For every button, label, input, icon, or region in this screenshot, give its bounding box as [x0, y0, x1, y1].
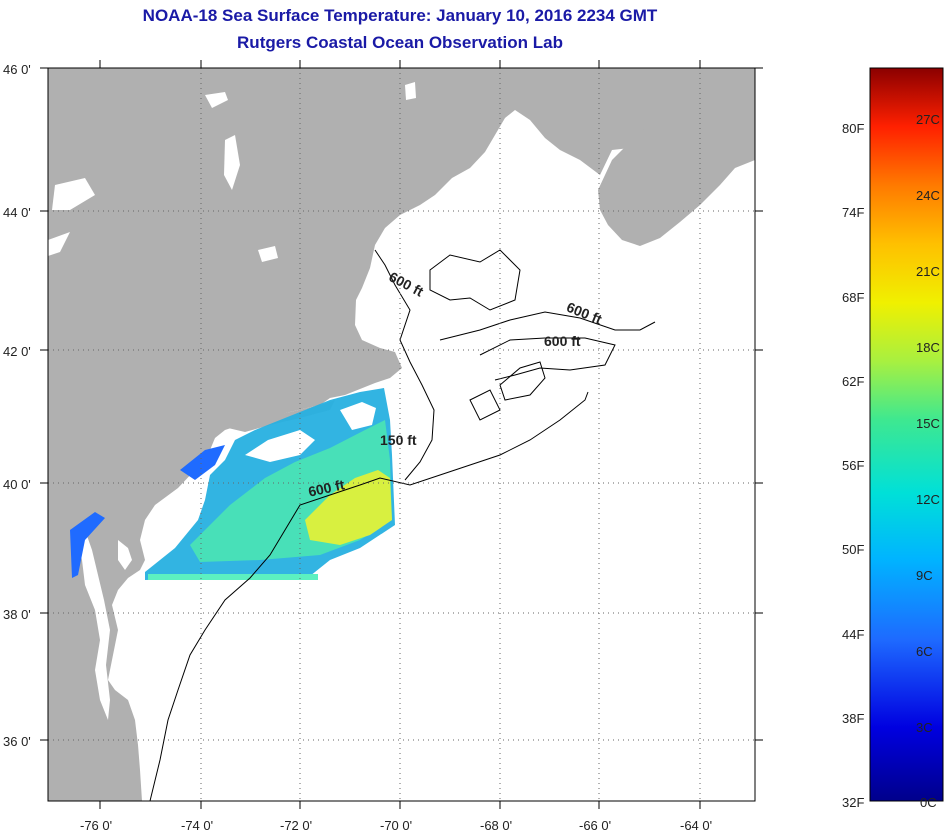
lat-label: 40 0' — [3, 477, 31, 492]
colorbar-c-label: 0C — [920, 795, 937, 810]
colorbar-c-label: 21C — [916, 264, 940, 279]
colorbar-f-label: 44F — [842, 627, 865, 642]
colorbar — [869, 67, 944, 802]
contour-gulf-basins — [429, 249, 521, 311]
colorbar-c-label: 9C — [916, 568, 933, 583]
lat-label: 38 0' — [3, 607, 31, 622]
colorbar-c-label: 3C — [916, 720, 933, 735]
lake — [405, 82, 416, 100]
lon-label: -68 0' — [480, 818, 513, 833]
graticule — [48, 68, 755, 801]
lon-label: -76 0' — [80, 818, 113, 833]
axis-ticks — [40, 60, 763, 809]
lat-label: 36 0' — [3, 734, 31, 749]
sst-swath-cloud — [245, 402, 376, 462]
lon-label: -72 0' — [280, 818, 313, 833]
lon-label: -66 0' — [579, 818, 612, 833]
lake — [258, 246, 278, 262]
lon-label: -74 0' — [181, 818, 214, 833]
contour-label: 600 ft — [544, 333, 581, 349]
contour-600ft — [149, 391, 589, 801]
sst-swath-coast — [70, 512, 105, 578]
lat-label: 46 0' — [3, 62, 31, 77]
lake — [52, 178, 95, 210]
contour-600ft-gulf — [439, 311, 656, 341]
chesapeake-bay — [75, 530, 110, 720]
colorbar-c-label: 24C — [916, 188, 940, 203]
lon-label: -64 0' — [680, 818, 713, 833]
long-island — [228, 400, 335, 432]
map-title: NOAA-18 Sea Surface Temperature: January… — [142, 6, 658, 25]
lon-label: -70 0' — [380, 818, 413, 833]
lake — [205, 92, 228, 108]
lat-label: 44 0' — [3, 205, 31, 220]
lake — [224, 135, 240, 190]
colorbar-f-label: 68F — [842, 290, 865, 305]
sst-swath-strip — [148, 574, 318, 580]
colorbar-f-label: 62F — [842, 374, 865, 389]
colorbar-f-label: 74F — [842, 205, 865, 220]
lat-label: 42 0' — [3, 344, 31, 359]
colorbar-c-label: 6C — [916, 644, 933, 659]
lake — [48, 232, 70, 256]
colorbar-f-label: 50F — [842, 542, 865, 557]
contour-150ft — [374, 249, 435, 481]
colorbar-f-label: 38F — [842, 711, 865, 726]
colorbar-c-label: 27C — [916, 112, 940, 127]
colorbar-c-label: 12C — [916, 492, 940, 507]
map-frame — [47, 67, 756, 802]
map-subtitle: Rutgers Coastal Ocean Observation Lab — [237, 33, 563, 52]
colorbar-f-label: 32F — [842, 795, 865, 810]
contour-600ft-georges — [479, 337, 616, 381]
land-nova-scotia — [598, 108, 755, 246]
sst-swath-coldedge — [180, 445, 225, 480]
land-mainland — [48, 68, 755, 801]
colorbar-c-label: 18C — [916, 340, 940, 355]
delaware-bay — [118, 540, 132, 570]
colorbar-f-label: 80F — [842, 121, 865, 136]
sst-swath-warm — [305, 470, 392, 545]
contour-label: 150 ft — [380, 432, 417, 448]
colorbar-f-label: 56F — [842, 458, 865, 473]
colorbar-c-label: 15C — [916, 416, 940, 431]
contour-georges-bank — [469, 361, 546, 421]
